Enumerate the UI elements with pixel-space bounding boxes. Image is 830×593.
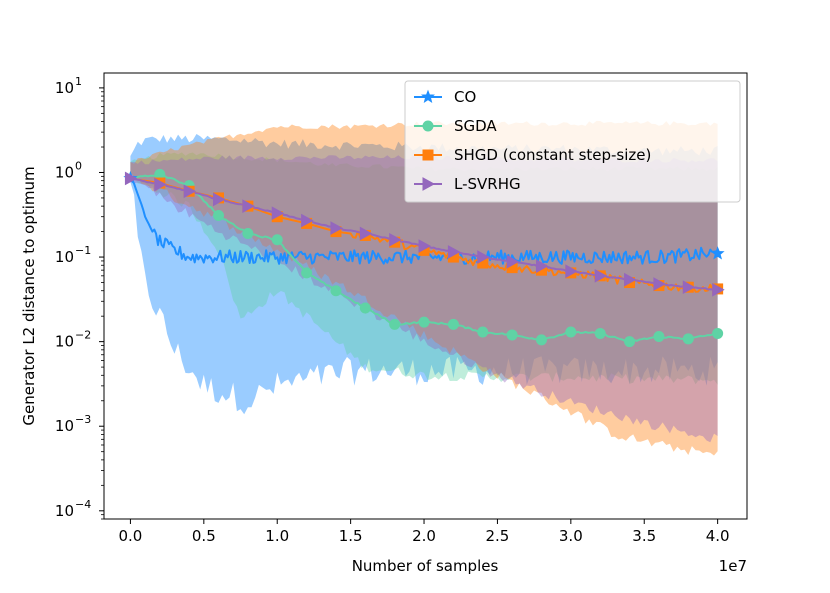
legend-item: SGDA bbox=[414, 117, 497, 135]
marker-l-svrhg bbox=[271, 206, 285, 221]
marker-l-svrhg bbox=[154, 177, 167, 192]
x-tick-label: 2.5 bbox=[486, 527, 510, 545]
marker-sgda bbox=[477, 326, 489, 338]
y-axis-label: Generator L2 distance to optimum bbox=[20, 166, 38, 425]
y-tick-exponent: −3 bbox=[75, 413, 91, 426]
marker-l-svrhg bbox=[418, 239, 432, 253]
marker-sgda bbox=[389, 318, 401, 330]
marker-sgda bbox=[712, 327, 724, 339]
y-tick-label: 10 1 bbox=[55, 75, 82, 97]
band-co bbox=[130, 134, 718, 415]
x-tick-label: 2.0 bbox=[412, 527, 436, 545]
marker-l-svrhg bbox=[477, 250, 490, 264]
series-markers bbox=[123, 168, 725, 348]
marker-sgda bbox=[535, 334, 547, 346]
x-axis-offset: 1e7 bbox=[719, 557, 747, 575]
plot-frame bbox=[103, 72, 748, 520]
x-tick-label: 1.0 bbox=[265, 527, 289, 545]
x-tick-label: 0.0 bbox=[118, 527, 142, 545]
marker-l-svrhg bbox=[624, 272, 637, 287]
marker-sgda bbox=[682, 333, 694, 345]
x-tick-label: 1.5 bbox=[339, 527, 363, 545]
marker-sgda bbox=[653, 331, 665, 343]
legend-marker bbox=[422, 177, 436, 191]
legend-label: L-SVRHG bbox=[454, 175, 521, 193]
x-axis-label: Number of samples bbox=[352, 557, 499, 575]
y-tick-base: 10 bbox=[55, 79, 74, 97]
marker-l-svrhg bbox=[506, 254, 520, 269]
marker-sgda bbox=[213, 209, 225, 221]
marker-l-svrhg bbox=[124, 171, 138, 186]
y-tick-base: 10 bbox=[55, 333, 74, 351]
x-tick-label: 3.0 bbox=[559, 527, 583, 545]
y-tick-exponent: 1 bbox=[75, 75, 82, 88]
marker-sgda bbox=[418, 316, 430, 328]
marker-sgda bbox=[271, 234, 283, 246]
y-tick-label: 10 0 bbox=[55, 159, 82, 181]
marker-sgda bbox=[242, 227, 254, 239]
legend-item: CO bbox=[414, 88, 476, 106]
marker-l-svrhg bbox=[183, 184, 197, 199]
marker-l-svrhg bbox=[389, 232, 402, 247]
marker-co bbox=[710, 246, 725, 260]
legend-item: L-SVRHG bbox=[414, 175, 521, 193]
marker-l-svrhg bbox=[359, 226, 373, 241]
y-tick-exponent: 0 bbox=[75, 159, 82, 172]
band-l-svrhg bbox=[130, 155, 718, 443]
marker-sgda bbox=[359, 302, 371, 314]
marker-sgda bbox=[301, 267, 313, 279]
marker-l-svrhg bbox=[301, 213, 314, 228]
legend-item: SHGD (constant step-size) bbox=[414, 146, 651, 164]
x-axis-ticks: 0.0 0.5 1.0 1.5 2.0 2.5 3.0 3.5 4.0 bbox=[118, 519, 730, 545]
y-tick-exponent: −4 bbox=[75, 498, 91, 511]
marker-sgda bbox=[565, 326, 577, 338]
marker-l-svrhg bbox=[213, 192, 226, 207]
marker-l-svrhg bbox=[653, 277, 666, 291]
legend-box bbox=[404, 80, 741, 203]
marker-l-svrhg bbox=[712, 282, 725, 297]
y-tick-exponent: −1 bbox=[75, 244, 91, 257]
marker-l-svrhg bbox=[565, 264, 578, 279]
marker-l-svrhg bbox=[330, 221, 343, 235]
legend-marker bbox=[422, 149, 434, 161]
y-tick-exponent: −2 bbox=[75, 329, 91, 342]
band-shgd-constant-step-size- bbox=[130, 120, 718, 456]
marker-l-svrhg bbox=[242, 199, 255, 213]
legend-label: SHGD (constant step-size) bbox=[454, 146, 651, 164]
legend-label: SGDA bbox=[454, 117, 497, 135]
y-tick-base: 10 bbox=[55, 417, 74, 435]
y-tick-base: 10 bbox=[55, 248, 74, 266]
y-tick-label: 10 −1 bbox=[55, 244, 91, 266]
x-tick-label: 0.5 bbox=[192, 527, 216, 545]
legend-marker bbox=[421, 89, 435, 104]
marker-l-svrhg bbox=[535, 259, 549, 274]
marker-sgda bbox=[330, 285, 342, 297]
y-tick-base: 10 bbox=[55, 163, 74, 181]
y-tick-label: 10 −4 bbox=[55, 498, 91, 520]
legend-marker bbox=[422, 120, 434, 132]
x-tick-label: 3.5 bbox=[632, 527, 656, 545]
marker-l-svrhg bbox=[594, 268, 608, 283]
marker-sgda bbox=[624, 336, 636, 348]
marker-l-svrhg bbox=[447, 245, 461, 259]
y-tick-label: 10 −2 bbox=[55, 329, 91, 351]
y-tick-label: 10 −3 bbox=[55, 413, 91, 435]
marker-sgda bbox=[506, 329, 518, 341]
marker-l-svrhg bbox=[682, 280, 696, 295]
marker-sgda bbox=[594, 327, 606, 339]
x-tick-label: 4.0 bbox=[706, 527, 730, 545]
marker-sgda bbox=[447, 318, 459, 330]
legend-label: CO bbox=[454, 88, 476, 106]
y-tick-base: 10 bbox=[55, 502, 74, 520]
legend: CO SGDA SHGD (constant step-size) L-SVRHG bbox=[404, 80, 741, 203]
